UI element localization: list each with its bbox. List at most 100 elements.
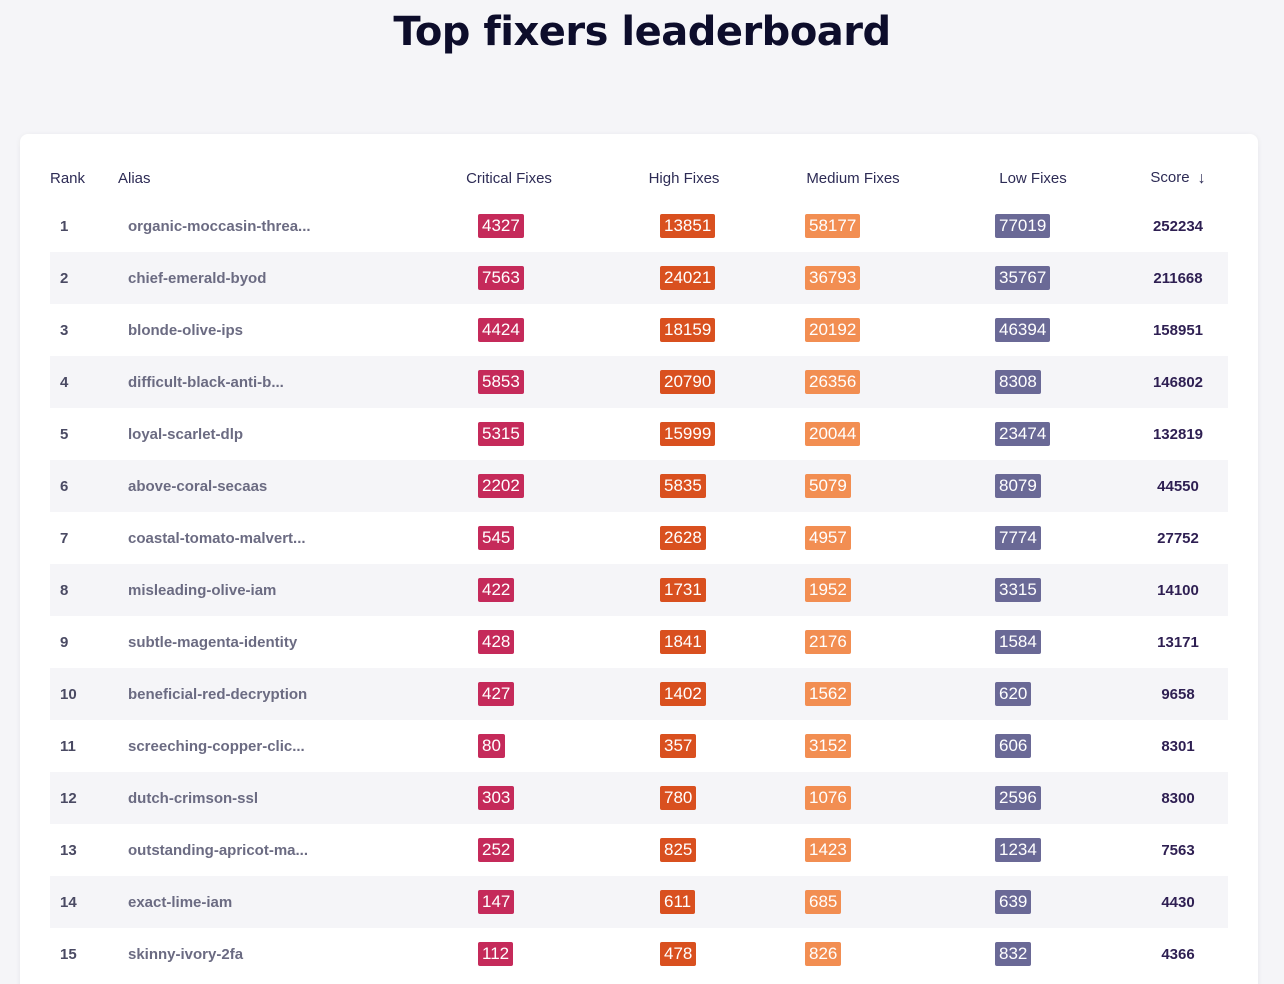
table-row[interactable]: 4 difficult-black-anti-b... 5853 20790 26356…	[50, 356, 1228, 408]
low-fixes-badge: 46394	[995, 318, 1051, 342]
rank-cell: 6	[60, 477, 69, 495]
high-fixes-cell: 24021	[600, 252, 768, 304]
high-fixes-badge: 18159	[660, 318, 716, 342]
table-row[interactable]: 15 skinny-ivory-2fa 112 478 826 832 4366	[50, 928, 1228, 980]
high-fixes-badge: 611	[660, 890, 696, 914]
column-header-alias[interactable]: Alias	[118, 169, 151, 187]
alias-cell: dutch-crimson-ssl	[128, 789, 259, 807]
high-fixes-badge: 15999	[660, 422, 716, 446]
critical-fixes-cell: 427	[418, 668, 600, 720]
low-fixes-badge: 8079	[995, 474, 1041, 498]
high-fixes-cell: 1841	[600, 616, 768, 668]
high-fixes-cell: 780	[600, 772, 768, 824]
critical-fixes-cell: 428	[418, 616, 600, 668]
table-row[interactable]: 14 exact-lime-iam 147 611 685 639 4430	[50, 876, 1228, 928]
critical-fixes-badge: 7563	[478, 266, 524, 290]
rank-cell: 13	[60, 841, 77, 859]
low-fixes-cell: 620	[938, 668, 1128, 720]
high-fixes-badge: 24021	[660, 266, 716, 290]
table-row[interactable]: 9 subtle-magenta-identity 428 1841 2176 1584 1…	[50, 616, 1228, 668]
alias-cell: subtle-magenta-identity	[128, 633, 298, 651]
score-header-label: Score	[1150, 168, 1190, 186]
low-fixes-cell: 606	[938, 720, 1128, 772]
medium-fixes-badge: 4957	[805, 526, 851, 550]
table-row[interactable]: 6 above-coral-secaas 2202 5835 5079 8079 44550	[50, 460, 1228, 512]
table-row[interactable]: 13 outstanding-apricot-ma... 252 825 1423 123…	[50, 824, 1228, 876]
column-header-rank[interactable]: Rank	[50, 169, 86, 187]
alias-cell: beneficial-red-decryption	[128, 685, 308, 703]
table-row[interactable]: 2 chief-emerald-byod 7563 24021 36793 35767 21…	[50, 252, 1228, 304]
high-fixes-badge: 478	[660, 942, 697, 966]
medium-fixes-badge: 1562	[805, 682, 851, 706]
medium-fixes-cell: 1952	[768, 564, 938, 616]
score-cell: 8300	[1161, 789, 1195, 807]
column-header-high-fixes[interactable]: High Fixes	[648, 169, 720, 187]
rank-cell: 10	[60, 685, 77, 703]
high-fixes-badge: 1731	[660, 578, 706, 602]
score-cell: 7563	[1161, 841, 1195, 859]
high-fixes-badge: 825	[660, 838, 697, 862]
low-fixes-cell: 1234	[938, 824, 1128, 876]
critical-fixes-cell: 4327	[418, 200, 600, 252]
low-fixes-cell: 23474	[938, 408, 1128, 460]
low-fixes-badge: 8308	[995, 370, 1041, 394]
high-fixes-badge: 357	[660, 734, 697, 758]
rank-cell: 3	[60, 321, 69, 339]
high-fixes-badge: 20790	[660, 370, 716, 394]
score-cell: 44550	[1157, 477, 1199, 495]
column-header-low-fixes[interactable]: Low Fixes	[999, 169, 1067, 187]
critical-fixes-badge: 545	[478, 526, 515, 550]
high-fixes-badge: 5835	[660, 474, 706, 498]
medium-fixes-badge: 1952	[805, 578, 851, 602]
medium-fixes-badge: 36793	[805, 266, 861, 290]
high-fixes-cell: 15999	[600, 408, 768, 460]
column-header-score[interactable]: Score ↓	[1128, 156, 1228, 200]
table-row[interactable]: 7 coastal-tomato-malvert... 545 2628 4957 777…	[50, 512, 1228, 564]
alias-cell: exact-lime-iam	[128, 893, 233, 911]
low-fixes-cell: 7774	[938, 512, 1128, 564]
low-fixes-badge: 620	[995, 682, 1032, 706]
table-row[interactable]: 12 dutch-crimson-ssl 303 780 1076 2596 8300	[50, 772, 1228, 824]
medium-fixes-badge: 3152	[805, 734, 851, 758]
medium-fixes-badge: 26356	[805, 370, 861, 394]
low-fixes-badge: 639	[995, 890, 1032, 914]
high-fixes-cell: 18159	[600, 304, 768, 356]
high-fixes-badge: 780	[660, 786, 697, 810]
low-fixes-badge: 77019	[995, 214, 1051, 238]
alias-cell: chief-emerald-byod	[128, 269, 267, 287]
page-title: Top fixers leaderboard	[393, 9, 891, 55]
medium-fixes-badge: 2176	[805, 630, 851, 654]
rank-cell: 11	[60, 737, 76, 755]
score-cell: 252234	[1152, 217, 1204, 235]
score-cell: 13171	[1157, 633, 1199, 651]
score-cell: 14100	[1157, 581, 1199, 599]
rank-cell: 7	[60, 529, 69, 547]
rank-cell: 1	[60, 217, 69, 235]
low-fixes-cell: 832	[938, 928, 1128, 980]
critical-fixes-badge: 5853	[478, 370, 524, 394]
table-row[interactable]: 5 loyal-scarlet-dlp 5315 15999 20044 23474 132…	[50, 408, 1228, 460]
column-header-critical-fixes[interactable]: Critical Fixes	[466, 169, 552, 187]
low-fixes-cell: 35767	[938, 252, 1128, 304]
table-row[interactable]: 1 organic-moccasin-threa... 4327 13851 58177…	[50, 200, 1228, 252]
table-row[interactable]: 10 beneficial-red-decryption 427 1402 1562 62…	[50, 668, 1228, 720]
high-fixes-cell: 2628	[600, 512, 768, 564]
alias-cell: outstanding-apricot-ma...	[128, 841, 308, 859]
medium-fixes-cell: 3152	[768, 720, 938, 772]
medium-fixes-badge: 1076	[805, 786, 851, 810]
column-header-medium-fixes[interactable]: Medium Fixes	[806, 169, 900, 187]
critical-fixes-cell: 5853	[418, 356, 600, 408]
critical-fixes-cell: 112	[418, 928, 600, 980]
critical-fixes-cell: 303	[418, 772, 600, 824]
table-header: Rank Alias Critical Fixes High Fixes Med…	[50, 156, 1228, 200]
low-fixes-badge: 606	[995, 734, 1032, 758]
table-row[interactable]: 3 blonde-olive-ips 4424 18159 20192 46394 1589…	[50, 304, 1228, 356]
medium-fixes-badge: 685	[805, 890, 842, 914]
table-row[interactable]: 8 misleading-olive-iam 422 1731 1952 3315 1410…	[50, 564, 1228, 616]
high-fixes-badge: 1841	[660, 630, 706, 654]
arrow-down-icon[interactable]: ↓	[1197, 169, 1206, 187]
critical-fixes-cell: 7563	[418, 252, 600, 304]
table-row[interactable]: 11 screeching-copper-clic... 80 357 3152 606 8…	[50, 720, 1228, 772]
critical-fixes-cell: 422	[418, 564, 600, 616]
critical-fixes-badge: 80	[478, 734, 505, 758]
